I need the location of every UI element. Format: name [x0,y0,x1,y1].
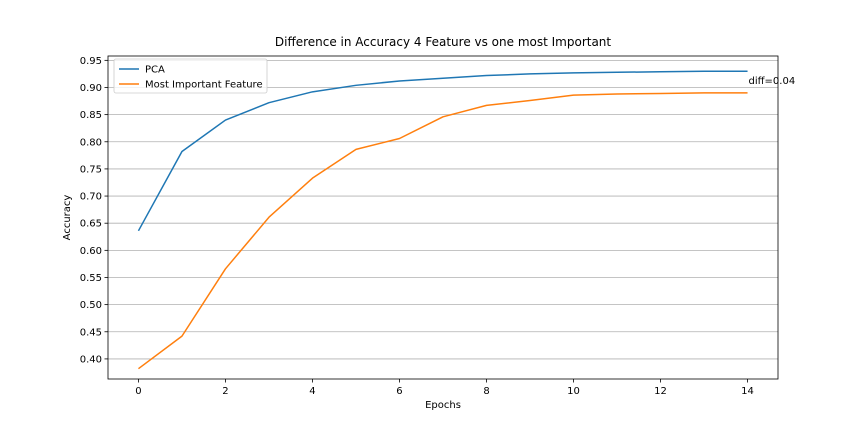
legend-label-pca: PCA [145,65,165,76]
y-axis-label: Accuracy [62,195,73,241]
grid-lines [108,59,778,360]
y-tick-label: 0.45 [80,327,102,338]
chart-title: Difference in Accuracy 4 Feature vs one … [275,35,612,49]
y-tick-label: 0.95 [80,56,102,67]
x-tick-label: 8 [483,386,489,397]
legend-label-most-important-feature: Most Important Feature [145,80,263,91]
series-lines [137,70,748,370]
y-tick-label: 0.55 [80,273,102,284]
x-tick-label: 4 [309,386,315,397]
y-tick-label: 0.75 [80,164,102,175]
legend: PCA Most Important Feature [113,58,268,94]
y-tick-label: 0.50 [80,300,102,311]
x-axis-label: Epochs [425,400,461,411]
y-tick-label: 0.60 [80,246,102,257]
x-tick-label: 0 [135,386,141,397]
series-line-most-important-feature [138,92,748,370]
y-tick-label: 0.65 [80,219,102,230]
y-tick-label: 0.85 [80,110,102,121]
series-line-pca [137,70,748,232]
x-tick-label: 12 [654,386,667,397]
x-tick-label: 2 [222,386,228,397]
x-tick-label: 6 [396,386,402,397]
y-tick-label: 0.70 [80,192,102,203]
plot-frame [107,55,779,380]
y-tick-label: 0.40 [80,354,102,365]
x-tick-label: 10 [567,386,580,397]
x-tick-label: 14 [741,386,754,397]
legend-box [113,58,268,94]
y-axis-ticks: 0.40 0.45 0.50 0.55 0.60 0.65 0.70 0.75 0.80 0.85… [80,56,108,365]
y-tick-label: 0.80 [80,137,102,148]
y-tick-label: 0.90 [80,83,102,94]
x-axis-ticks: 0 2 4 6 8 10 12 14 [135,379,754,397]
diff-annotation: diff=0.04 [749,76,796,87]
